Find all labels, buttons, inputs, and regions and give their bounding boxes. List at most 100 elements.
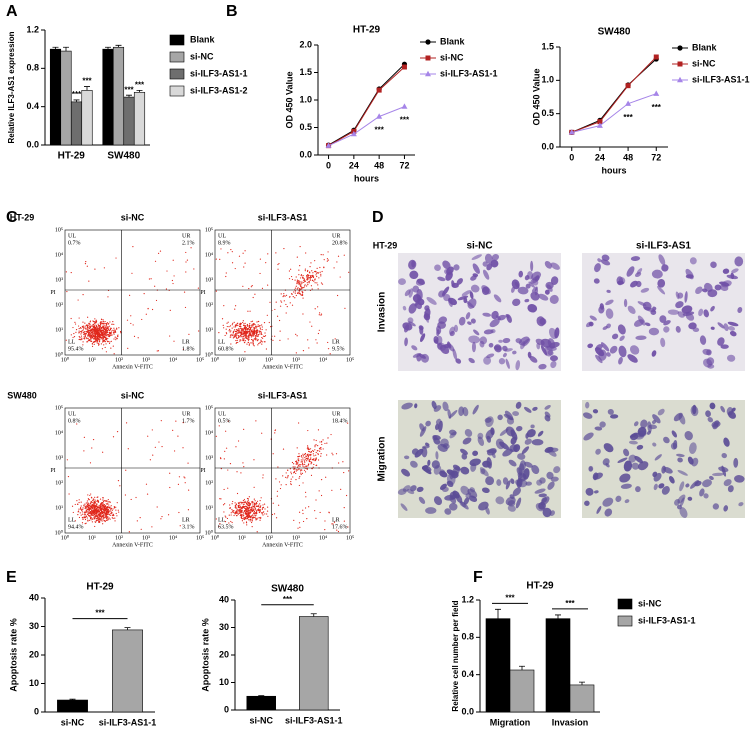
event-dot <box>253 506 255 508</box>
event-dot <box>241 513 243 516</box>
event-dot <box>312 272 314 274</box>
significance: *** <box>283 595 293 604</box>
event-dot <box>87 330 90 332</box>
event-dot <box>188 489 190 491</box>
x-tick-label: si-NC <box>61 717 85 727</box>
event-dot <box>225 275 227 278</box>
event-dot <box>96 336 98 338</box>
event-dot <box>160 420 162 422</box>
event-dot <box>294 287 297 289</box>
event-dot <box>97 500 99 502</box>
cell <box>521 446 530 455</box>
y-tick-label: 10⁵ <box>205 227 213 233</box>
event-dot <box>276 490 279 492</box>
cell <box>498 358 506 365</box>
event-dot <box>80 339 82 341</box>
cell <box>623 448 630 457</box>
event-dot <box>262 477 264 479</box>
event-dot <box>318 314 320 316</box>
event-dot <box>252 330 255 332</box>
event-dot <box>215 290 217 292</box>
event-dot <box>66 290 68 293</box>
quadrant-label: LR <box>182 517 190 523</box>
event-dot <box>295 294 297 297</box>
event-dot <box>91 521 93 523</box>
event-dot <box>258 511 260 514</box>
cell <box>707 417 714 423</box>
cell <box>630 256 641 261</box>
cell <box>418 325 424 331</box>
event-dot <box>235 515 238 517</box>
event-dot <box>130 322 132 325</box>
event-dot <box>306 460 308 462</box>
event-dot <box>100 518 103 520</box>
cell <box>402 322 413 331</box>
cell <box>493 294 502 303</box>
cell <box>719 281 730 287</box>
event-dot <box>233 336 235 338</box>
event-dot <box>82 326 84 329</box>
legend-marker <box>425 70 431 77</box>
event-dot <box>307 269 309 272</box>
y-tick-label: 10⁴ <box>55 252 63 258</box>
event-dot <box>172 259 174 261</box>
event-dot <box>317 459 320 461</box>
cell <box>718 466 729 473</box>
event-dot <box>265 262 267 264</box>
event-dot <box>327 251 329 253</box>
event-dot <box>238 509 240 512</box>
event-dot <box>244 322 246 324</box>
event-dot <box>109 328 112 331</box>
event-dot <box>70 317 72 320</box>
x-tick-label: 10⁴ <box>169 535 177 541</box>
event-dot <box>310 463 312 465</box>
event-dot <box>290 268 292 270</box>
event-dot <box>82 507 84 509</box>
event-dot <box>97 508 99 510</box>
event-dot <box>301 455 303 457</box>
cell <box>729 330 737 337</box>
event-dot <box>343 507 345 509</box>
event-dot <box>219 457 222 459</box>
event-dot <box>245 334 247 336</box>
event-dot <box>251 510 254 513</box>
event-dot <box>308 282 310 284</box>
cell <box>411 345 418 351</box>
event-dot <box>114 336 116 338</box>
event-dot <box>314 459 316 462</box>
event-dot <box>287 338 289 340</box>
event-dot <box>103 323 105 325</box>
event-dot <box>240 509 242 511</box>
event-dot <box>259 327 261 329</box>
event-dot <box>298 453 300 455</box>
event-dot <box>323 259 325 261</box>
cell <box>663 320 671 326</box>
cell <box>722 268 730 274</box>
event-dot <box>99 515 101 517</box>
event-dot <box>293 472 295 474</box>
event-dot <box>308 450 310 453</box>
event-dot <box>245 505 247 508</box>
event-dot <box>305 455 307 457</box>
cell <box>623 298 628 308</box>
event-dot <box>301 472 304 474</box>
cell <box>538 502 546 510</box>
event-dot <box>99 512 101 514</box>
cell <box>657 408 665 416</box>
quadrant-label: UR <box>332 411 340 417</box>
event-dot <box>114 517 116 519</box>
cell <box>602 326 608 330</box>
event-dot <box>296 460 298 462</box>
event-dot <box>107 332 109 334</box>
event-dot <box>82 513 84 515</box>
event-dot <box>166 270 168 272</box>
event-dot <box>319 312 321 314</box>
x-tick-label: 10³ <box>292 535 300 541</box>
event-dot <box>306 277 308 279</box>
cell <box>651 269 663 279</box>
cell <box>512 350 517 355</box>
cell <box>408 259 417 270</box>
event-dot <box>259 331 261 333</box>
event-dot <box>105 351 107 353</box>
event-dot <box>301 286 303 288</box>
